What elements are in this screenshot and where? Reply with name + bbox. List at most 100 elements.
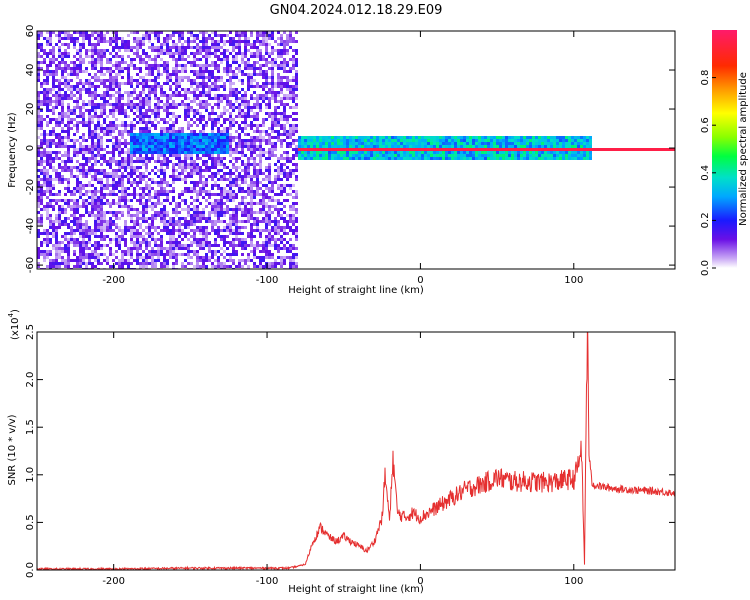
heatmap-cell — [97, 40, 100, 43]
heatmap-cell — [196, 193, 199, 196]
heatmap-cell — [157, 82, 160, 85]
heatmap-cell — [91, 232, 94, 235]
heatmap-cell — [241, 160, 244, 163]
heatmap-cell — [148, 205, 151, 208]
heatmap-cell — [58, 250, 61, 253]
heatmap-cell — [244, 169, 247, 172]
heatmap-cell — [415, 154, 418, 157]
heatmap-cell — [247, 61, 250, 64]
heatmap-cell — [229, 31, 232, 34]
heatmap-cell — [124, 49, 127, 52]
heatmap-cell — [232, 259, 235, 262]
heatmap-cell — [217, 133, 220, 136]
heatmap-cell — [148, 31, 151, 34]
heatmap-cell — [82, 46, 85, 49]
heatmap-cell — [397, 151, 400, 154]
heatmap-cell — [187, 46, 190, 49]
heatmap-cell — [40, 100, 43, 103]
heatmap-cell — [397, 145, 400, 148]
heatmap-cell — [412, 139, 415, 142]
heatmap-cell — [133, 187, 136, 190]
heatmap-cell — [277, 172, 280, 175]
heatmap-cell — [334, 157, 337, 160]
heatmap-cell — [76, 58, 79, 61]
heatmap-cell — [340, 142, 343, 145]
heatmap-cell — [190, 256, 193, 259]
heatmap-cell — [46, 160, 49, 163]
heatmap-cell — [310, 157, 313, 160]
heatmap-cell — [286, 250, 289, 253]
heatmap-cell — [262, 229, 265, 232]
heatmap-cell — [295, 208, 298, 211]
heatmap-cell — [91, 133, 94, 136]
heatmap-cell — [274, 223, 277, 226]
heatmap-cell — [196, 145, 199, 148]
heatmap-cell — [232, 253, 235, 256]
heatmap-cell — [241, 145, 244, 148]
heatmap-cell — [145, 82, 148, 85]
heatmap-cell — [262, 184, 265, 187]
heatmap-cell — [106, 235, 109, 238]
heatmap-cell — [61, 52, 64, 55]
heatmap-cell — [190, 217, 193, 220]
heatmap-cell — [160, 241, 163, 244]
heatmap-cell — [367, 139, 370, 142]
heatmap-cell — [94, 145, 97, 148]
heatmap-cell — [256, 115, 259, 118]
heatmap-cell — [247, 106, 250, 109]
heatmap-cell — [232, 88, 235, 91]
heatmap-cell — [271, 199, 274, 202]
heatmap-cell — [406, 154, 409, 157]
heatmap-cell — [250, 97, 253, 100]
heatmap-cell — [67, 232, 70, 235]
heatmap-cell — [70, 220, 73, 223]
heatmap-cell — [265, 40, 268, 43]
heatmap-cell — [295, 64, 298, 67]
heatmap-cell — [223, 226, 226, 229]
heatmap-cell — [112, 70, 115, 73]
heatmap-cell — [43, 133, 46, 136]
heatmap-cell — [124, 157, 127, 160]
heatmap-cell — [124, 124, 127, 127]
heatmap-cell — [94, 97, 97, 100]
heatmap-cell — [169, 223, 172, 226]
heatmap-cell — [130, 229, 133, 232]
heatmap-cell — [265, 61, 268, 64]
heatmap-cell — [283, 40, 286, 43]
heatmap-cell — [127, 73, 130, 76]
heatmap-cell — [97, 121, 100, 124]
heatmap-cell — [208, 142, 211, 145]
heatmap-cell — [265, 205, 268, 208]
heatmap-cell — [76, 67, 79, 70]
heatmap-cell — [85, 172, 88, 175]
heatmap-cell — [112, 109, 115, 112]
heatmap-cell — [145, 244, 148, 247]
heatmap-cell — [37, 106, 40, 109]
heatmap-cell — [331, 157, 334, 160]
heatmap-cell — [250, 109, 253, 112]
heatmap-cell — [181, 262, 184, 265]
heatmap-cell — [121, 232, 124, 235]
heatmap-cell — [208, 112, 211, 115]
heatmap-cell — [256, 85, 259, 88]
heatmap-cell — [49, 241, 52, 244]
heatmap-cell — [130, 91, 133, 94]
heatmap-cell — [217, 229, 220, 232]
heatmap-cell — [133, 241, 136, 244]
heatmap-cell — [100, 193, 103, 196]
heatmap-cell — [121, 142, 124, 145]
heatmap-cell — [280, 112, 283, 115]
heatmap-cell — [76, 124, 79, 127]
heatmap-cell — [199, 130, 202, 133]
heatmap-cell — [406, 139, 409, 142]
heatmap-cell — [382, 145, 385, 148]
heatmap-cell — [274, 130, 277, 133]
heatmap-cell — [280, 133, 283, 136]
heatmap-cell — [70, 73, 73, 76]
heatmap-cell — [286, 88, 289, 91]
heatmap-cell — [223, 67, 226, 70]
heatmap-cell — [37, 79, 40, 82]
heatmap-cell — [82, 169, 85, 172]
heatmap-cell — [67, 115, 70, 118]
heatmap-cell — [382, 148, 385, 151]
